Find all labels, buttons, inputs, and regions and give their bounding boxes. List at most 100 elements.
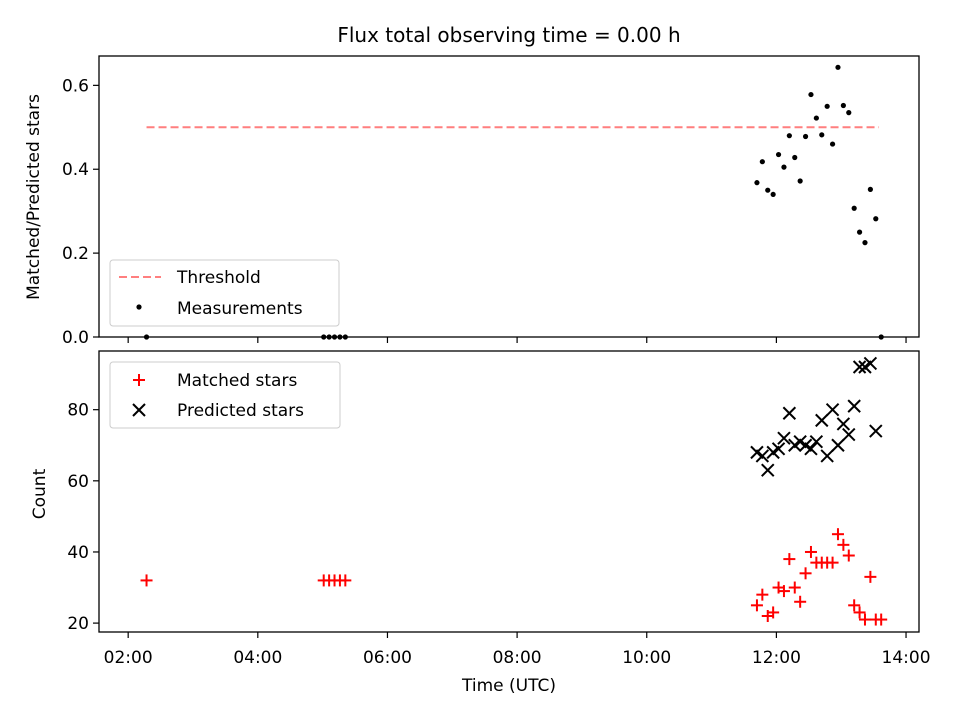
bottom-legend: Matched stars Predicted stars (109, 361, 341, 429)
predicted-point (782, 406, 797, 420)
predicted-point-b (755, 449, 770, 463)
measurement-point (867, 186, 873, 192)
y-tick-label: 60 (67, 472, 89, 492)
predicted-point-b (869, 424, 883, 438)
legend-x-marker-b (132, 403, 146, 417)
predicted-point-b (852, 360, 867, 374)
predicted-point (852, 360, 867, 374)
y-tick-label: 0.6 (62, 76, 89, 96)
measurement-point (813, 115, 819, 121)
bottom-panel: 20 40 60 80 02:00 04:00 06:00 08:00 10:00 12:00 1… (30, 350, 931, 696)
x-tick-label: 10:00 (622, 648, 671, 668)
predicted-point (809, 434, 824, 449)
measurement-point (835, 64, 841, 70)
predicted-point (825, 402, 840, 417)
predicted-point-b (777, 431, 791, 445)
measurement-point (819, 132, 825, 138)
measurement-point (824, 103, 830, 109)
measurement-point (770, 191, 776, 198)
top-legend: Threshold Measurements (109, 259, 340, 327)
measurement-point (775, 151, 782, 158)
matched-point (767, 606, 780, 619)
predicted-point (761, 463, 775, 477)
predicted-point-b (820, 449, 834, 463)
predicted-point-b (804, 442, 818, 456)
top-marks-layer (143, 64, 884, 340)
y-tick-label: 40 (67, 543, 89, 563)
x-tick-label: 04:00 (233, 648, 282, 668)
top-y-axis: 0.0 0.2 0.4 0.6 (62, 76, 99, 348)
legend-measurements-label: Measurements (177, 299, 303, 319)
top-axes-frame (98, 55, 920, 338)
bottom-x-axis: 02:00 04:00 06:00 08:00 10:00 12:00 14:00 (104, 632, 931, 668)
predicted-point-b (809, 434, 824, 449)
measurement-point (802, 133, 809, 140)
predicted-point (755, 449, 770, 463)
matched-point (826, 556, 839, 569)
predicted-point (863, 356, 878, 371)
matched-point (831, 528, 844, 541)
predicted-point (777, 431, 791, 445)
y-tick-label: 20 (67, 614, 89, 634)
matched-point (842, 549, 855, 562)
x-tick-label: 06:00 (363, 648, 412, 668)
x-axis-label: Time (UTC) (461, 676, 556, 696)
predicted-point-b (793, 434, 807, 449)
predicted-point-b (842, 427, 856, 442)
y-tick-label: 0.0 (62, 328, 89, 348)
bottom-axes-frame (98, 350, 920, 633)
chart-title: Flux total observing time = 0.00 h (337, 23, 680, 47)
matched-point (783, 553, 796, 566)
predicted-point (815, 413, 829, 428)
predicted-point (836, 417, 851, 431)
measurement-point (797, 178, 803, 184)
measurement-point (862, 240, 868, 246)
measurement-point (846, 110, 852, 116)
matched-point (804, 545, 817, 558)
measurement-point (792, 154, 798, 161)
measurement-point (786, 133, 792, 139)
predicted-point (842, 427, 856, 442)
measurement-point (851, 205, 857, 211)
measurement-point (856, 229, 863, 235)
matched-point (140, 574, 153, 587)
matched-point (339, 574, 352, 587)
legend-measurements-swatch (136, 304, 142, 310)
x-tick-label: 08:00 (493, 648, 542, 668)
top-panel: 0.0 0.2 0.4 0.6 Matched/Predicted stars Thr… (24, 55, 920, 348)
bottom-marks-layer (140, 356, 888, 626)
top-y-label: Matched/Predicted stars (24, 94, 44, 300)
predicted-point-b (798, 438, 813, 452)
matched-point (837, 538, 850, 551)
predicted-point-b (847, 399, 861, 413)
measurement-point (759, 159, 765, 165)
matched-point (875, 613, 888, 626)
legend-matched-swatch (133, 374, 145, 386)
x-tick-label: 12:00 (752, 648, 801, 668)
predicted-point (831, 438, 845, 452)
predicted-point-b (836, 417, 851, 431)
measurement-point (754, 180, 760, 186)
x-tick-label: 02:00 (104, 648, 153, 668)
predicted-point (804, 442, 818, 456)
predicted-point-b (761, 463, 775, 477)
top-x-ticks (127, 337, 907, 343)
predicted-point-b (750, 445, 764, 460)
legend-predicted-swatch (132, 403, 146, 417)
predicted-point (771, 442, 786, 456)
predicted-point-b (831, 438, 845, 452)
predicted-point-b (825, 402, 840, 417)
bottom-legend-box (109, 361, 341, 429)
predicted-point-b (863, 356, 878, 371)
measurement-point (873, 216, 879, 222)
x-tick-label: 14:00 (882, 648, 931, 668)
measurement-point (829, 141, 836, 147)
predicted-point-b (771, 442, 786, 456)
predicted-point-b (815, 413, 829, 428)
matched-point (864, 570, 877, 583)
matched-point (858, 613, 871, 626)
matched-point (799, 567, 812, 580)
legend-threshold-label: Threshold (176, 268, 261, 288)
legend-plus-marker (133, 374, 145, 386)
